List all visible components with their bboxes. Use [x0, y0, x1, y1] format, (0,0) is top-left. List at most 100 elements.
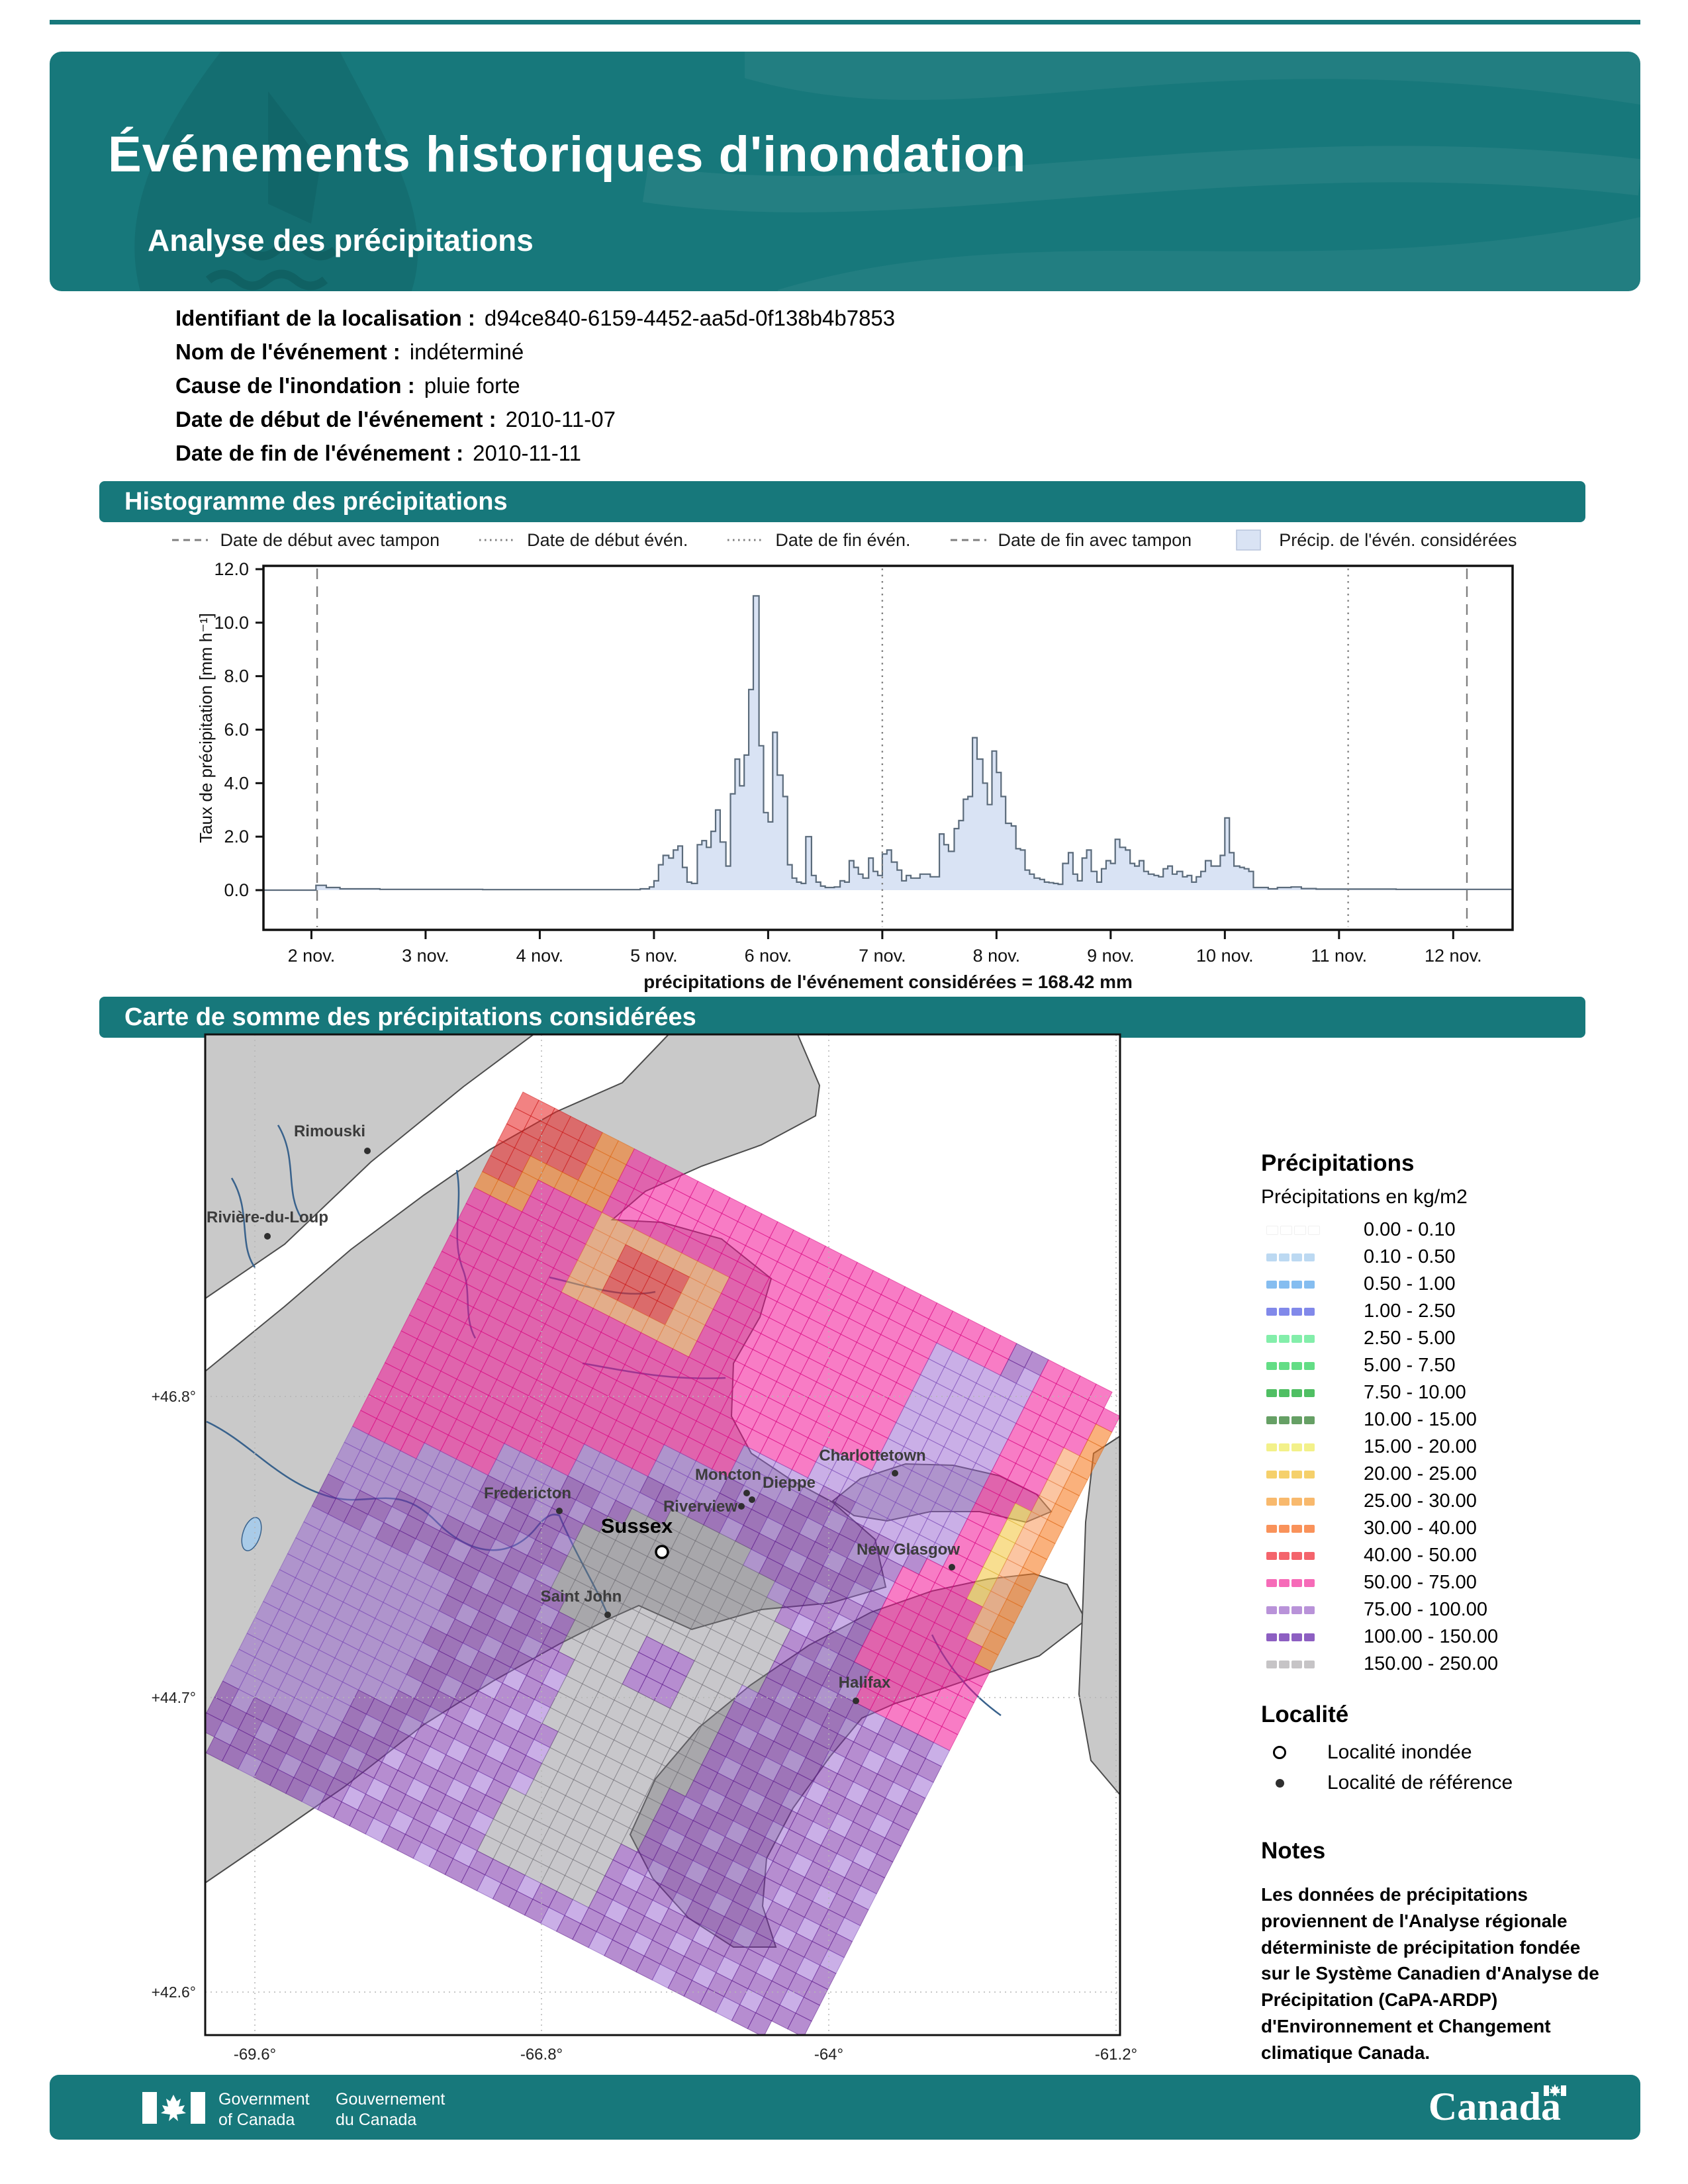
map-legend-subtitle: Précipitations en kg/m2 [1261, 1186, 1468, 1208]
map-legend-item: 75.00 - 100.00 [1261, 1596, 1622, 1623]
grid-cell [621, 1747, 647, 1773]
reference-locality-marker [604, 1612, 611, 1618]
grid-cell [583, 1547, 608, 1573]
flooded-locality-marker [655, 1545, 669, 1559]
metadata-label: Date de début de l'événement : [175, 407, 496, 432]
grid-cell [605, 1779, 630, 1805]
grid-cell [613, 1763, 638, 1789]
grid-cell [524, 1819, 550, 1844]
locality-legend-label: Localité de référence [1327, 1772, 1513, 1794]
city-label: Dieppe [763, 1474, 816, 1492]
grid-cell [742, 1588, 768, 1614]
grid-cell [605, 1739, 631, 1765]
grid-cell [509, 1770, 534, 1796]
grid-cell [597, 1715, 623, 1741]
map-legend-swatch [1266, 1280, 1329, 1289]
map-legend-range: 40.00 - 50.00 [1364, 1545, 1477, 1566]
precipitation-grid [205, 1091, 1120, 2035]
y-tick-label: 12.0 [214, 559, 249, 579]
grid-cell [565, 1779, 590, 1805]
grid-cell [787, 2013, 812, 2035]
reference-locality-marker [738, 1503, 745, 1510]
map-legend-swatch [1266, 1443, 1329, 1451]
grid-cell [702, 1548, 728, 1574]
grid-cell [575, 1563, 600, 1589]
grid-cell [655, 1524, 680, 1549]
y-tick-label: 8.0 [224, 666, 249, 686]
map-legend-item: 5.00 - 7.50 [1261, 1352, 1622, 1379]
grid-cell [694, 1684, 719, 1709]
city-label: Rimouski [294, 1122, 365, 1140]
map-legend-swatch [1266, 1307, 1329, 1316]
map-legend-swatch [1266, 1416, 1329, 1424]
map-legend-item: 40.00 - 50.00 [1261, 1542, 1622, 1569]
histogram-area [263, 596, 1513, 890]
legend-label: Date de fin avec tampon [998, 529, 1192, 550]
grid-cell [677, 1676, 703, 1702]
grid-cell [679, 1516, 704, 1541]
grid-cell [567, 1539, 592, 1565]
grid-cell [623, 1508, 648, 1533]
grid-cell [663, 1548, 688, 1573]
legend-label: Date de début évén. [527, 529, 688, 550]
y-tick-label: 4.0 [224, 773, 249, 793]
x-tick-label: 6 nov. [745, 946, 792, 966]
map-legend-range: 0.00 - 0.10 [1364, 1219, 1456, 1240]
grid-cell [718, 1636, 743, 1662]
legend-line-swatch [727, 539, 764, 541]
grid-cell [607, 1500, 632, 1525]
footer-text-en: Government of Canada [218, 2090, 310, 2129]
grid-cell [589, 1771, 614, 1797]
grid-cell [718, 1596, 743, 1622]
metadata-row: Date de fin de l'événement : 2010-11-11 [175, 441, 1433, 466]
grid-cell [573, 1763, 598, 1788]
top-accent-strip [50, 20, 1640, 24]
grid-cell [645, 1700, 671, 1725]
grid-cell [508, 1811, 534, 1836]
x-tick-label: 4 nov. [516, 946, 564, 966]
grid-cell [662, 1588, 688, 1614]
x-tick-label: 3 nov. [402, 946, 449, 966]
reference-locality-marker [556, 1508, 563, 1514]
grid-cell [622, 1547, 648, 1573]
grid-cell [559, 1555, 584, 1580]
grid-cell [669, 1692, 695, 1717]
grid-cell [597, 1755, 622, 1781]
grid-cell [726, 1620, 751, 1646]
locality-title: Localité [1261, 1702, 1349, 1727]
grid-cell [614, 1684, 639, 1709]
metadata-label: Date de fin de l'événement : [175, 441, 464, 465]
grid-cell [516, 1835, 542, 1860]
grid-cell [606, 1539, 632, 1565]
grid-cell [606, 1700, 631, 1725]
chart-frame [262, 565, 1514, 931]
map-legend-range: 5.00 - 7.50 [1364, 1355, 1456, 1376]
city-label: Saint John [541, 1588, 622, 1606]
map-legend-swatch [1266, 1388, 1329, 1397]
legend-line-swatch [479, 539, 516, 541]
metadata-block: Identifiant de la localisation : d94ce840… [175, 306, 1433, 475]
city-label: Riverview [663, 1498, 737, 1516]
grid-cell [647, 1500, 673, 1525]
grid-cell [582, 1667, 607, 1693]
grid-cell [694, 1604, 720, 1629]
grid-cell [726, 1580, 752, 1606]
grid-cell [598, 1675, 623, 1701]
grid-cell [567, 1579, 592, 1605]
map-legend-range: 0.10 - 0.50 [1364, 1246, 1456, 1267]
lat-axis-label: +46.8° [152, 1388, 196, 1405]
grid-cell [573, 1683, 599, 1709]
grid-cell [685, 1700, 711, 1725]
x-tick-label: 7 nov. [859, 946, 906, 966]
grid-cell [557, 1715, 583, 1741]
grid-cell [661, 1748, 686, 1773]
x-axis-label: précipitations de l'événement considérée… [643, 972, 1133, 992]
y-tick-label: 2.0 [224, 827, 249, 846]
grid-cell [549, 1771, 575, 1796]
notes-body: Les données de précipitations proviennen… [1261, 1884, 1599, 2063]
grid-cell [669, 1732, 694, 1757]
metadata-value: pluie forte [424, 373, 520, 398]
grid-cell [686, 1540, 712, 1566]
city-label: Halifax [839, 1674, 891, 1692]
grid-cell [540, 1827, 566, 1852]
